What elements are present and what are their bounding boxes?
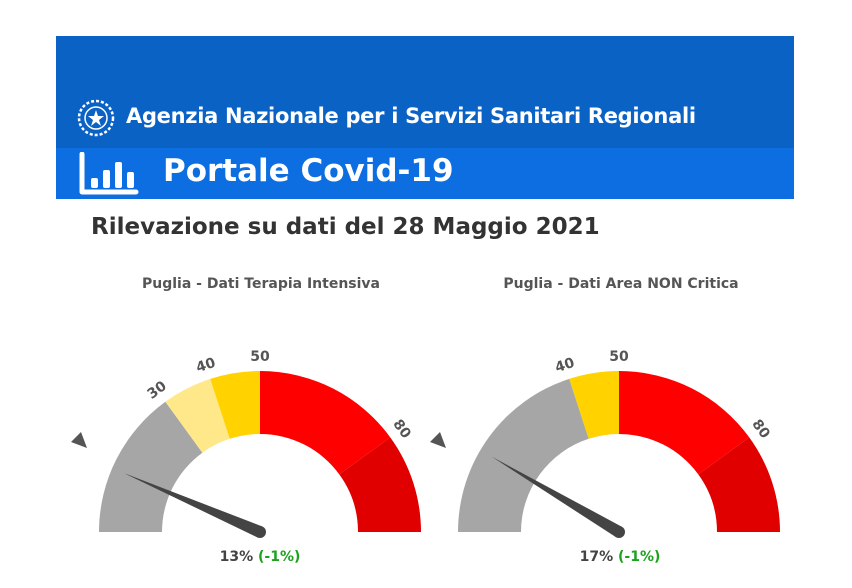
gauge-band-2 (619, 371, 750, 475)
gauge-hub (254, 526, 266, 538)
reading-intensive-care: 13% (-1%) (160, 549, 360, 565)
gauge-tick-label: 50 (250, 349, 270, 365)
gauge-band-4 (339, 437, 421, 532)
gauge-tick-label: 40 (553, 355, 577, 376)
gauge-needle (491, 456, 623, 538)
gauge-hub (613, 526, 625, 538)
gauge-marker-icon (71, 432, 87, 448)
gauge-tick-label: 80 (748, 417, 773, 442)
gauge-band-1 (165, 378, 230, 453)
italian-republic-emblem-icon (77, 99, 115, 137)
gauge-non-critical: 40 50 80 (430, 349, 780, 538)
bar-chart-icon (79, 152, 139, 195)
gauge-band-3 (260, 371, 391, 475)
gauge-marker-icon (430, 432, 446, 448)
change-label: (-1%) (258, 549, 301, 565)
gauge-needle (124, 473, 263, 538)
gauge-tick-label: 30 (145, 378, 170, 403)
gauge-band-2 (210, 371, 260, 439)
gauge-band-3 (698, 437, 780, 532)
agency-name: Agenzia Nazionale per i Servizi Sanitari… (126, 104, 696, 128)
portal-title: Portale Covid-19 (163, 153, 454, 189)
gauge-title-non-critical: Puglia - Dati Area NON Critica (503, 276, 739, 292)
gauge-tick-label: 80 (389, 417, 414, 442)
value-label: 17% (579, 549, 614, 565)
reading-non-critical: 17% (-1%) (520, 549, 720, 565)
portal-banner (56, 148, 794, 199)
gauge-band-1 (569, 371, 619, 439)
gauge-tick-label: 50 (609, 349, 629, 365)
gauge-intensive-care: 30 40 50 80 (71, 349, 421, 538)
gauge-title-intensive-care: Puglia - Dati Terapia Intensiva (142, 276, 380, 292)
gauge-band-0 (99, 401, 203, 532)
change-label: (-1%) (618, 549, 661, 565)
gauge-band-0 (458, 378, 589, 532)
value-label: 13% (219, 549, 254, 565)
header-banner (56, 36, 794, 148)
gauge-tick-label: 40 (194, 355, 218, 376)
page-headline: Rilevazione su dati del 28 Maggio 2021 (91, 214, 600, 240)
